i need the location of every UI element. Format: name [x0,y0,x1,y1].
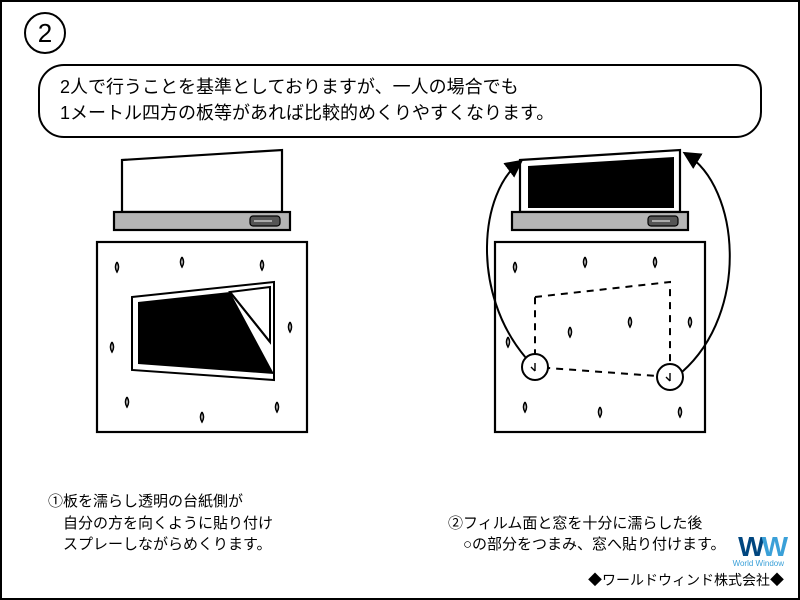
logo-subtext: World Window [733,559,784,568]
panel-left-diagram [2,142,402,482]
spray-board-right [495,242,705,432]
panel-left-caption-text: ①板を濡らし透明の台紙側が 自分の方を向くように貼り付け スプレーしながらめくり… [48,493,273,554]
company-name: ◆ワールドウィンド株式会社◆ [588,570,784,590]
car-window-right [512,150,688,230]
panel-right: ②フィルム面と窓を十分に濡らした後 ○の部分をつまみ、窓へ貼り付けます。 [400,142,798,538]
panel-left-caption: ①板を濡らし透明の台紙側が 自分の方を向くように貼り付け スプレーしながらめくり… [2,491,400,556]
panel-right-diagram [400,142,800,482]
panel-left: ①板を濡らし透明の台紙側が 自分の方を向くように貼り付け スプレーしながらめくり… [2,142,400,538]
footer: W W World Window ◆ワールドウィンド株式会社◆ [588,536,784,590]
step-number-text: 2 [38,18,52,49]
spray-board-left [97,242,307,432]
diagram-panels: ①板を濡らし透明の台紙側が 自分の方を向くように貼り付け スプレーしながらめくり… [2,142,798,538]
car-window-left [114,150,290,230]
instruction-note-text: 2人で行うことを基準としておりますが、一人の場合でも 1メートル四方の板等があれ… [60,77,554,123]
logo-w-light: W [762,536,784,558]
logo-w-dark: W [738,536,760,558]
instruction-note: 2人で行うことを基準としておりますが、一人の場合でも 1メートル四方の板等があれ… [38,64,762,138]
step-number-badge: 2 [24,12,66,54]
company-logo: W W [738,536,784,558]
